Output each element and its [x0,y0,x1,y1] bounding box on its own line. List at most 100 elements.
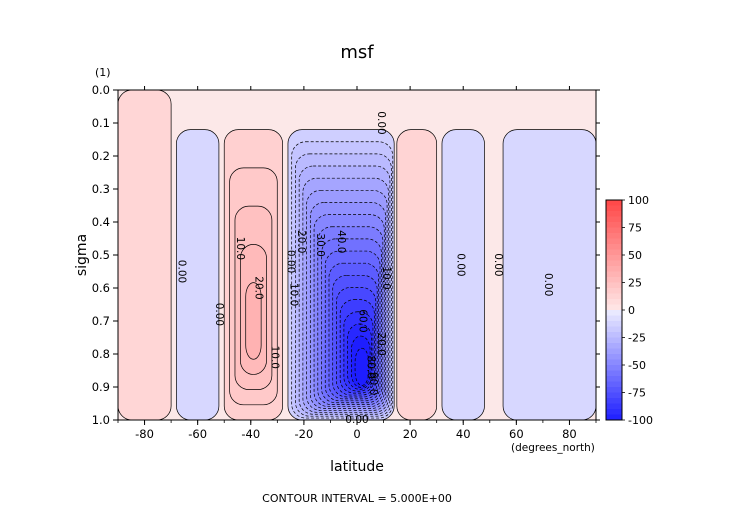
cell-north-positive [396,129,438,420]
contour-line [245,282,262,360]
x-tick-label: -20 [294,427,313,441]
cell-polar-south-positive [118,90,172,420]
colorbar-label: 25 [628,277,642,290]
colorbar-segment [606,200,622,206]
y-tick-label: 0.9 [92,380,110,394]
colorbar-segment [606,310,622,316]
colorbar-segment [606,266,622,272]
colorbar-segment [606,293,622,300]
colorbar-segment [606,332,622,338]
contour-label: 90.0 [367,372,379,395]
y-tick-label: 0.6 [92,281,110,295]
colorbar-segment [606,277,622,283]
y-tick-label: 0.4 [92,215,110,229]
colorbar-segment [606,381,622,388]
contour-line [176,129,220,420]
y-units-label: (1) [95,66,111,79]
contour-label: 10.0 [269,346,281,369]
contour-line [354,347,370,386]
y-tick-label: 0.8 [92,347,110,361]
contour-line [396,129,438,420]
colorbar-segment [606,304,622,311]
colorbar-segment [606,282,622,289]
chart-title: msf [340,42,374,63]
colorbar-segment [606,409,622,415]
y-tick-label: 0.2 [92,149,110,163]
colorbar-segment [606,216,622,223]
colorbar-segment [606,403,622,410]
colorbar-segment [606,370,622,377]
colorbar-segment [606,211,622,217]
y-tick-label: 0.0 [92,83,110,97]
contour-label: 0.00 [542,273,554,296]
contour-label: 0.00 [285,250,297,273]
colorbar-segment [606,398,622,404]
colorbar-segment [606,315,622,322]
contour-label: 30.0 [314,233,326,256]
cell-hadley [287,129,395,420]
x-axis-label: latitude [330,459,384,475]
colorbar-label: -100 [628,414,653,427]
colorbar-segment [606,271,622,278]
y-tick-label: 1.0 [92,413,110,427]
colorbar-label: 0 [628,304,635,317]
colorbar-label: -25 [628,332,646,345]
contour-label: 10.0 [234,237,246,260]
cell-ferrel-south [223,129,283,420]
colorbar-segment [606,244,622,250]
contour-field [118,90,596,420]
x-tick-label: -80 [135,427,154,441]
x-tick-label: 80 [562,427,577,441]
colorbar-segment [606,365,622,371]
colorbar-segment [606,249,622,256]
colorbar-segment [606,354,622,360]
colorbar-segment [606,387,622,393]
contour-line [118,90,172,420]
contour-label: 10.0 [287,283,299,306]
colorbar: 100 75 50 25 0 -25 -50 -75 -100 [605,194,653,427]
y-tick-label: 0.5 [92,248,110,262]
colorbar-label: 100 [628,194,649,207]
colorbar-segment [606,348,622,355]
colorbar-segment [606,392,622,399]
contour-label: 0.00 [375,111,387,134]
colorbar-segment [606,359,622,366]
colorbar-segment [606,260,622,267]
contour-label: 20.0 [253,276,265,299]
contour-label: 0.00 [455,253,467,276]
x-units-label: (degrees_north) [511,442,595,454]
colorbar-segment [606,343,622,349]
colorbar-segment [606,376,622,382]
colorbar-segment [606,238,622,245]
cell-south-negative [176,129,220,420]
y-axis-label: sigma [74,234,90,276]
y-axis: 0.0 0.1 0.2 0.3 0.4 0.5 0.6 0.7 0.8 0.9 1.0 [92,83,600,427]
colorbar-label: 75 [628,222,642,235]
y-tick-label: 0.1 [92,116,110,130]
colorbar-segment [606,255,622,261]
colorbar-label: -50 [628,359,646,372]
contour-label: 0.00 [492,253,504,276]
colorbar-segment [606,205,622,212]
x-tick-label: -60 [188,427,207,441]
contour-interval-note: CONTOUR INTERVAL = 5.000E+00 [262,492,452,505]
colorbar-segment [606,288,622,294]
contour-label: 10.0 [380,266,392,289]
contour-label: 80.0 [364,356,376,379]
colorbar-segment [606,299,622,305]
colorbar-segment [606,227,622,234]
colorbar-segment [606,222,622,228]
contour-line [441,129,485,420]
contour-label: 40.0 [335,230,347,253]
colorbar-label: 50 [628,249,642,262]
colorbar-segment [606,321,622,327]
contour-label: 60.0 [356,309,368,332]
x-tick-label: 20 [403,427,418,441]
x-tick-label: -40 [241,427,260,441]
y-tick-label: 0.7 [92,314,110,328]
contour-label: 0.00 [213,303,225,326]
colorbar-segment [606,326,622,333]
cell-north-negative [441,129,485,420]
